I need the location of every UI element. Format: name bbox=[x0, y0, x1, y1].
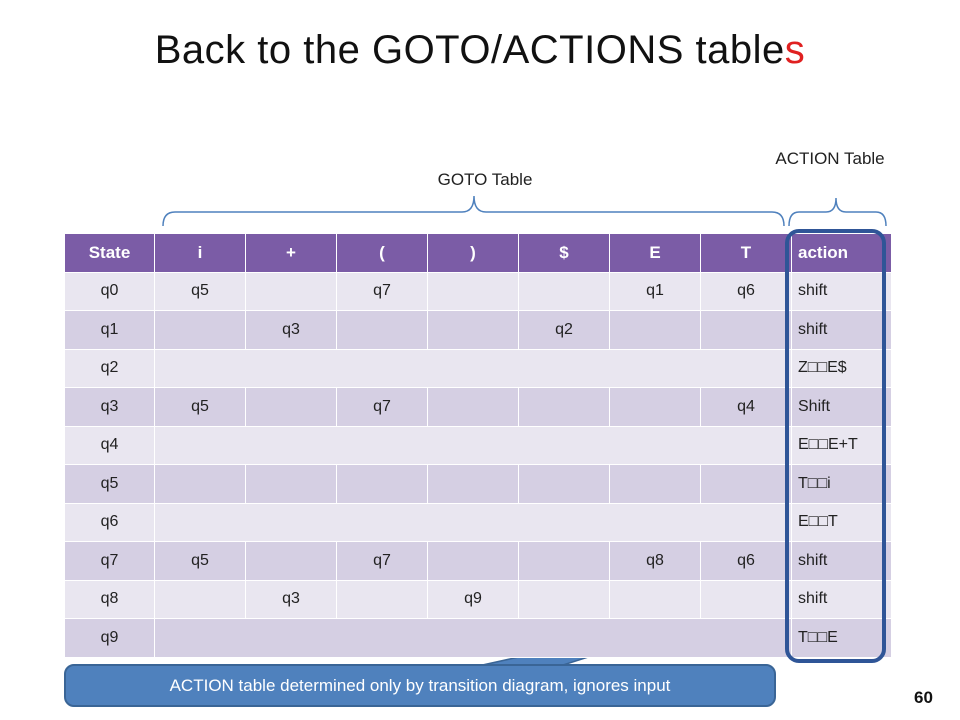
goto-cell: q6 bbox=[700, 541, 792, 581]
goto-cell: q9 bbox=[427, 579, 519, 619]
state-cell: q3 bbox=[64, 387, 155, 427]
state-cell: q1 bbox=[64, 310, 155, 350]
goto-cell bbox=[154, 579, 246, 619]
merged-cell bbox=[154, 502, 792, 542]
action-cell: shift bbox=[791, 310, 892, 350]
state-cell: q9 bbox=[64, 618, 155, 658]
goto-cell: q3 bbox=[245, 310, 337, 350]
goto-cell bbox=[427, 271, 519, 311]
action-cell: Shift bbox=[791, 387, 892, 427]
state-cell: q6 bbox=[64, 502, 155, 542]
goto-cell bbox=[700, 579, 792, 619]
header-cell: T bbox=[700, 233, 792, 273]
action-cell: T□□i bbox=[791, 464, 892, 504]
action-cell: shift bbox=[791, 271, 892, 311]
action-cell: shift bbox=[791, 541, 892, 581]
goto-cell bbox=[518, 579, 610, 619]
merged-cell bbox=[154, 425, 792, 465]
table-row: q5 T□□i bbox=[64, 464, 892, 504]
goto-cell bbox=[427, 541, 519, 581]
header-cell: + bbox=[245, 233, 337, 273]
header-cell: State bbox=[64, 233, 155, 273]
goto-table-label: GOTO Table bbox=[437, 170, 533, 189]
table-row: q2 Z□□E$ bbox=[64, 348, 892, 388]
header-cell: $ bbox=[518, 233, 610, 273]
slide-title: Back to the GOTO/ACTIONS tables bbox=[0, 28, 960, 73]
goto-cell bbox=[154, 310, 246, 350]
goto-cell bbox=[427, 310, 519, 350]
table-row: q1 q3 q2 shift bbox=[64, 310, 892, 350]
action-cell: E□□E+T bbox=[791, 425, 892, 465]
state-cell: q4 bbox=[64, 425, 155, 465]
goto-cell bbox=[245, 541, 337, 581]
table-row: q9 T□□E bbox=[64, 618, 892, 658]
goto-cell: q7 bbox=[336, 541, 428, 581]
goto-cell: q1 bbox=[609, 271, 701, 311]
state-cell: q2 bbox=[64, 348, 155, 388]
action-cell: shift bbox=[791, 579, 892, 619]
goto-cell bbox=[518, 387, 610, 427]
goto-cell bbox=[609, 310, 701, 350]
goto-cell bbox=[518, 464, 610, 504]
action-cell: E□□T bbox=[791, 502, 892, 542]
goto-cell bbox=[700, 310, 792, 350]
goto-cell: q5 bbox=[154, 271, 246, 311]
goto-cell bbox=[518, 541, 610, 581]
action-column-highlight bbox=[785, 229, 886, 663]
goto-cell: q5 bbox=[154, 387, 246, 427]
slide-title-accent: s bbox=[784, 28, 806, 72]
page-number: 60 bbox=[914, 688, 933, 707]
slide-title-main: Back to the GOTO/ACTIONS table bbox=[154, 28, 785, 72]
goto-cell bbox=[245, 387, 337, 427]
goto-cell: q2 bbox=[518, 310, 610, 350]
goto-cell: q6 bbox=[700, 271, 792, 311]
table-row: q0 q5 q7 q1 q6 shift bbox=[64, 271, 892, 311]
state-cell: q5 bbox=[64, 464, 155, 504]
goto-cell bbox=[245, 464, 337, 504]
action-cell: T□□E bbox=[791, 618, 892, 658]
table-row: q6 E□□T bbox=[64, 502, 892, 542]
goto-cell bbox=[609, 387, 701, 427]
action-cell: Z□□E$ bbox=[791, 348, 892, 388]
goto-cell bbox=[336, 579, 428, 619]
table-row: q4 E□□E+T bbox=[64, 425, 892, 465]
goto-cell bbox=[336, 310, 428, 350]
goto-brace bbox=[162, 195, 785, 227]
state-cell: q0 bbox=[64, 271, 155, 311]
goto-cell bbox=[154, 464, 246, 504]
header-cell: E bbox=[609, 233, 701, 273]
callout-box: ACTION table determined only by transiti… bbox=[64, 664, 776, 707]
goto-cell: q8 bbox=[609, 541, 701, 581]
goto-cell bbox=[518, 271, 610, 311]
merged-cell bbox=[154, 618, 792, 658]
header-cell: action bbox=[791, 233, 892, 273]
goto-cell bbox=[336, 464, 428, 504]
goto-cell: q4 bbox=[700, 387, 792, 427]
state-cell: q7 bbox=[64, 541, 155, 581]
goto-cell bbox=[609, 579, 701, 619]
action-brace bbox=[788, 197, 887, 227]
goto-cell: q5 bbox=[154, 541, 246, 581]
goto-cell bbox=[245, 271, 337, 311]
merged-cell bbox=[154, 348, 792, 388]
goto-cell bbox=[700, 464, 792, 504]
goto-cell bbox=[609, 464, 701, 504]
state-cell: q8 bbox=[64, 579, 155, 619]
table-row: q7 q5 q7 q8 q6 shift bbox=[64, 541, 892, 581]
header-cell: ) bbox=[427, 233, 519, 273]
goto-cell bbox=[427, 464, 519, 504]
action-table-label: ACTION Table bbox=[775, 149, 885, 168]
goto-cell bbox=[427, 387, 519, 427]
goto-cell: q7 bbox=[336, 387, 428, 427]
goto-cell: q7 bbox=[336, 271, 428, 311]
header-cell: i bbox=[154, 233, 246, 273]
table-row: q8 q3 q9 shift bbox=[64, 579, 892, 619]
header-cell: ( bbox=[336, 233, 428, 273]
table-row: q3 q5 q7 q4 Shift bbox=[64, 387, 892, 427]
goto-cell: q3 bbox=[245, 579, 337, 619]
